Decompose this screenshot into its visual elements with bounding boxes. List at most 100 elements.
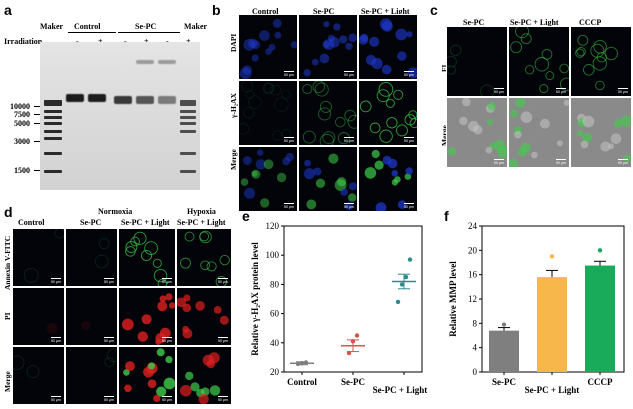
micrograph-tile: 50 μm [65, 228, 118, 287]
ladder-band [180, 130, 196, 133]
col-label-sepc: Se-PC [313, 7, 335, 16]
ladder-band [180, 170, 196, 173]
ladder-band [44, 170, 62, 173]
ladder-band [180, 110, 196, 113]
gel-band-faint [136, 60, 154, 64]
gel-band [88, 94, 106, 102]
scale-bar: 50 μm [556, 90, 566, 94]
sign-6: + [186, 37, 191, 46]
micrograph-tile: 50 μm [446, 97, 508, 168]
data-point [395, 299, 401, 305]
ladder-tick [34, 106, 40, 107]
data-point [597, 248, 603, 253]
scale-bar: 50 μm [218, 398, 228, 402]
data-point [549, 254, 555, 259]
gel-band-faint [158, 60, 176, 64]
scale-bar: 50 μm [218, 339, 228, 343]
ladder-band [180, 100, 196, 106]
data-point [354, 333, 360, 338]
scale-bar: 50 μm [218, 280, 228, 284]
y-tick-label: 12 [468, 294, 477, 304]
scale-bar: 50 μm [51, 280, 61, 284]
lane-label-sepc: Se-PC [135, 22, 157, 31]
scale-bar: 50 μm [51, 398, 61, 402]
x-tick-label: CCCP [588, 377, 613, 387]
panel-label-e: e [242, 208, 250, 224]
ladder-band [180, 152, 196, 155]
irradiation-label: Irradiation [4, 37, 43, 46]
scale-bar: 50 μm [284, 205, 294, 209]
micrograph-tile: 50 μm [118, 346, 176, 405]
row-label-merge: Merge [3, 371, 12, 392]
micrograph-tile: 50 μm [65, 346, 118, 405]
x-tick-label: Control [287, 377, 317, 387]
micrograph-tile: 50 μm [446, 26, 508, 97]
y-axis-label: Relative MMP level [448, 261, 458, 337]
micrograph-tile: 50 μm [358, 14, 418, 80]
scale-bar: 50 μm [51, 339, 61, 343]
ladder-band [44, 137, 62, 140]
scale-bar: 50 μm [284, 139, 294, 143]
scale-bar: 50 μm [556, 161, 566, 165]
scale-bar: 50 μm [404, 205, 414, 209]
group-label-hypoxia: Hypoxia [187, 207, 216, 216]
ladder-band [44, 152, 62, 155]
x-tick-label: Se-PC + Light [373, 385, 428, 395]
ladder-band [180, 116, 196, 119]
lane-label-maker-left: Maker [40, 22, 64, 31]
bar [489, 330, 519, 372]
y-tick-label: 120 [266, 222, 280, 231]
col-label-sepc: Se-PC [463, 18, 485, 27]
y-tick-label: 4 [473, 343, 478, 353]
col-label-control: Control [18, 218, 45, 227]
panel-label-c: c [430, 2, 438, 18]
y-tick-label: 20 [270, 367, 280, 377]
x-tick-label: Se-PC + Light [525, 385, 580, 395]
data-point [399, 282, 405, 287]
panel-label-f: f [444, 208, 449, 224]
x-tick-label: Se-PC [492, 377, 516, 387]
micrograph-tile: 50 μm [570, 26, 632, 97]
micrograph-tile: 50 μm [176, 287, 232, 346]
ladder-band [44, 130, 62, 133]
col-label-sepc-light: Se-PC + Light [510, 18, 559, 27]
ladder-tick [34, 141, 40, 142]
y-tick-label: 0 [473, 367, 478, 377]
col-label-sepc-light: Se-PC + Light [121, 218, 170, 227]
panel-label-d: d [4, 204, 13, 220]
ladder-label-7500: 7500 [14, 110, 30, 119]
micrograph-tile: 50 μm [358, 146, 418, 212]
micrograph-tile: 50 μm [176, 346, 232, 405]
sign-2: + [98, 37, 103, 46]
scale-bar: 50 μm [404, 139, 414, 143]
col-label-sepc-light-hypoxia: Se-PC + Light [177, 218, 226, 227]
gel-band [66, 94, 84, 102]
ladder-band [44, 110, 62, 113]
y-tick-label: 80 [270, 279, 280, 289]
micrograph-tile: 50 μm [118, 228, 176, 287]
scale-bar: 50 μm [162, 398, 172, 402]
chart-e: 20 40 60 80 100 120 Relative γ-H₂AX protein le… [250, 222, 428, 395]
row-label-annexin: Annexin V-FITC [3, 235, 12, 290]
sign-4: + [144, 37, 149, 46]
data-point [403, 274, 409, 280]
scale-bar: 50 μm [284, 73, 294, 77]
gel-image [40, 42, 200, 190]
x-tick-label: Se-PC [341, 377, 365, 387]
lane-label-maker-right: Maker [184, 22, 208, 31]
ladder-label-5000: 5000 [14, 119, 30, 128]
scale-bar: 50 μm [344, 73, 354, 77]
micrograph-tile: 50 μm [358, 80, 418, 146]
scale-bar: 50 μm [104, 398, 114, 402]
bar [537, 277, 567, 372]
ladder-band [44, 100, 62, 106]
scale-bar: 50 μm [494, 90, 504, 94]
y-tick-label: 100 [266, 250, 280, 260]
scale-bar: 50 μm [162, 280, 172, 284]
row-label-gamma: γ-H₂AX [229, 93, 238, 118]
ladder-band [44, 116, 62, 119]
chart-f: 0 4 8 12 16 20 24 Relative MMP level Se-PC Se-PC … [448, 222, 625, 395]
scale-bar: 50 μm [104, 280, 114, 284]
micrograph-tile: 50 μm [298, 146, 358, 212]
micrograph-tile: 50 μm [298, 14, 358, 80]
